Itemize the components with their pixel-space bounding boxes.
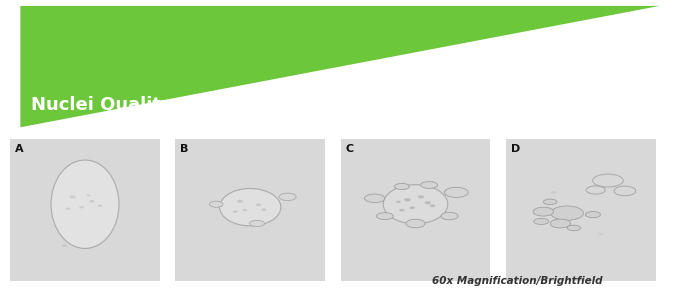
Bar	[341, 139, 490, 281]
Ellipse shape	[250, 221, 265, 226]
Ellipse shape	[89, 200, 95, 203]
Ellipse shape	[70, 195, 76, 198]
Ellipse shape	[394, 184, 409, 189]
Ellipse shape	[585, 212, 600, 218]
Text: Nuclei Quality: Nuclei Quality	[31, 96, 172, 114]
Ellipse shape	[256, 203, 261, 206]
Text: D: D	[511, 144, 520, 154]
Ellipse shape	[445, 187, 468, 197]
Text: C: C	[345, 144, 354, 154]
Ellipse shape	[62, 244, 67, 247]
Text: 60x Magnification/Brightfield: 60x Magnification/Brightfield	[432, 276, 602, 286]
Ellipse shape	[399, 209, 405, 212]
Ellipse shape	[262, 208, 267, 211]
Ellipse shape	[420, 182, 438, 188]
Ellipse shape	[409, 206, 415, 209]
Ellipse shape	[441, 212, 458, 220]
Ellipse shape	[567, 225, 581, 231]
Ellipse shape	[279, 193, 296, 201]
Bar	[506, 139, 656, 281]
Ellipse shape	[220, 189, 281, 226]
Ellipse shape	[396, 201, 401, 203]
Ellipse shape	[79, 206, 84, 208]
Ellipse shape	[533, 207, 554, 216]
Ellipse shape	[86, 194, 90, 196]
Bar	[175, 139, 325, 281]
Polygon shape	[20, 6, 660, 127]
Ellipse shape	[551, 206, 583, 220]
Ellipse shape	[384, 185, 448, 224]
Ellipse shape	[551, 191, 556, 194]
Ellipse shape	[98, 205, 102, 207]
Ellipse shape	[237, 200, 243, 203]
Ellipse shape	[592, 174, 623, 187]
Ellipse shape	[404, 198, 411, 202]
Ellipse shape	[242, 209, 248, 211]
Ellipse shape	[598, 232, 604, 235]
Ellipse shape	[543, 199, 557, 205]
Ellipse shape	[364, 194, 385, 202]
Text: A: A	[15, 144, 24, 154]
Ellipse shape	[586, 186, 605, 194]
Bar	[10, 139, 160, 281]
Ellipse shape	[534, 218, 549, 224]
Text: B: B	[180, 144, 188, 154]
Ellipse shape	[424, 201, 431, 204]
Ellipse shape	[614, 186, 636, 196]
Ellipse shape	[418, 195, 424, 198]
Ellipse shape	[430, 204, 435, 207]
Ellipse shape	[233, 210, 237, 213]
Ellipse shape	[550, 219, 571, 228]
Ellipse shape	[51, 160, 119, 248]
Ellipse shape	[65, 207, 71, 210]
Ellipse shape	[376, 213, 393, 219]
Ellipse shape	[406, 219, 425, 228]
Ellipse shape	[209, 201, 223, 207]
